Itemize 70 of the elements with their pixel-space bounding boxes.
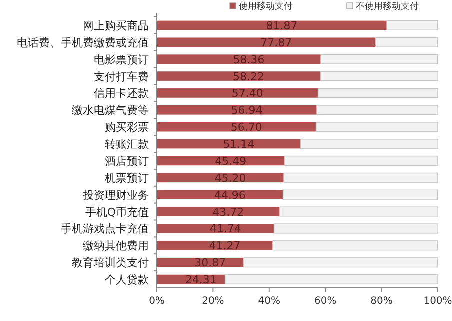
- bar: [284, 172, 438, 183]
- bar: [320, 71, 438, 82]
- y-tick-label: 手机Q币充值: [85, 206, 149, 219]
- bar: [157, 207, 280, 216]
- y-tick-label: 投资理财业务: [82, 188, 149, 202]
- y-tick-label: 缴纳其他费用: [83, 240, 149, 253]
- bar: [157, 20, 388, 30]
- data-label: 45.49: [215, 154, 247, 168]
- data-label: 77.87: [260, 36, 292, 50]
- x-tick-label: 40%: [258, 296, 281, 307]
- y-tick-label: 购买彩票: [105, 121, 149, 134]
- bar: [274, 224, 439, 234]
- y-tick-label: 手机游戏点卡充值: [61, 222, 149, 236]
- bar: [157, 38, 376, 48]
- x-tick-label: 0%: [149, 296, 165, 307]
- bar: [157, 173, 284, 183]
- y-tick-label: 教育培训类支付: [72, 256, 149, 270]
- data-label: 45.20: [214, 172, 246, 185]
- bar: [320, 54, 438, 64]
- data-label: 56.70: [230, 121, 262, 134]
- data-label: 58.22: [233, 70, 265, 84]
- bar: [316, 105, 439, 116]
- data-label: 43.72: [212, 206, 244, 219]
- bar: [386, 20, 438, 31]
- bar: [157, 190, 284, 200]
- bar: [157, 88, 318, 98]
- y-tick-label: 个人贷款: [105, 274, 149, 287]
- bar: [224, 274, 438, 285]
- data-label: 24.31: [185, 274, 217, 287]
- data-label: 30.87: [194, 256, 226, 270]
- x-tick-label: 20%: [202, 296, 224, 307]
- bar: [157, 122, 316, 132]
- data-label: 81.87: [266, 19, 298, 32]
- series-label: 不使用移动支付: [356, 1, 419, 12]
- bar: [318, 88, 438, 98]
- y-tick-label: 酒店预订: [105, 154, 149, 168]
- bar: [243, 258, 438, 268]
- bar: [375, 37, 438, 48]
- bar: [284, 156, 438, 166]
- bar: [157, 54, 321, 64]
- data-label: 44.96: [214, 188, 246, 202]
- data-label: 58.36: [233, 53, 265, 66]
- x-tick-label: 100%: [424, 296, 452, 307]
- data-label: 41.74: [210, 222, 242, 236]
- bar: [272, 240, 438, 251]
- bar: [157, 224, 274, 234]
- y-tick-label: 机票预订: [105, 172, 149, 185]
- bar: [157, 241, 273, 250]
- y-tick-label: 电影票预订: [94, 53, 149, 66]
- bar: [157, 72, 321, 81]
- legend-使用移动支付: 使用移动支付: [230, 2, 293, 12]
- bar: [279, 206, 438, 217]
- y-tick-label: 信用卡还款: [94, 87, 149, 100]
- x-tick-label: 80%: [370, 296, 393, 307]
- x-tick-label: 60%: [314, 296, 337, 307]
- bar: [282, 190, 438, 200]
- legend-label: 使用移动支付: [239, 1, 293, 12]
- y-tick-label: 转账汇款: [105, 138, 149, 152]
- data-label: 57.40: [232, 87, 264, 100]
- y-tick-label: 支付打车费: [94, 70, 149, 84]
- data-label: 51.14: [223, 138, 255, 152]
- bar: [316, 122, 438, 132]
- bar: [300, 138, 439, 150]
- bar: [157, 106, 317, 115]
- y-tick-label: 网上购买商品: [83, 19, 149, 32]
- y-tick-label: 电话费、手机费缴费或充值: [17, 36, 149, 50]
- data-label: 41.27: [209, 240, 241, 253]
- data-label: 56.94: [231, 104, 263, 118]
- legend-不使用移动支付: 不使用移动支付: [346, 2, 419, 12]
- y-tick-label: 缴水电煤气费等: [72, 104, 149, 118]
